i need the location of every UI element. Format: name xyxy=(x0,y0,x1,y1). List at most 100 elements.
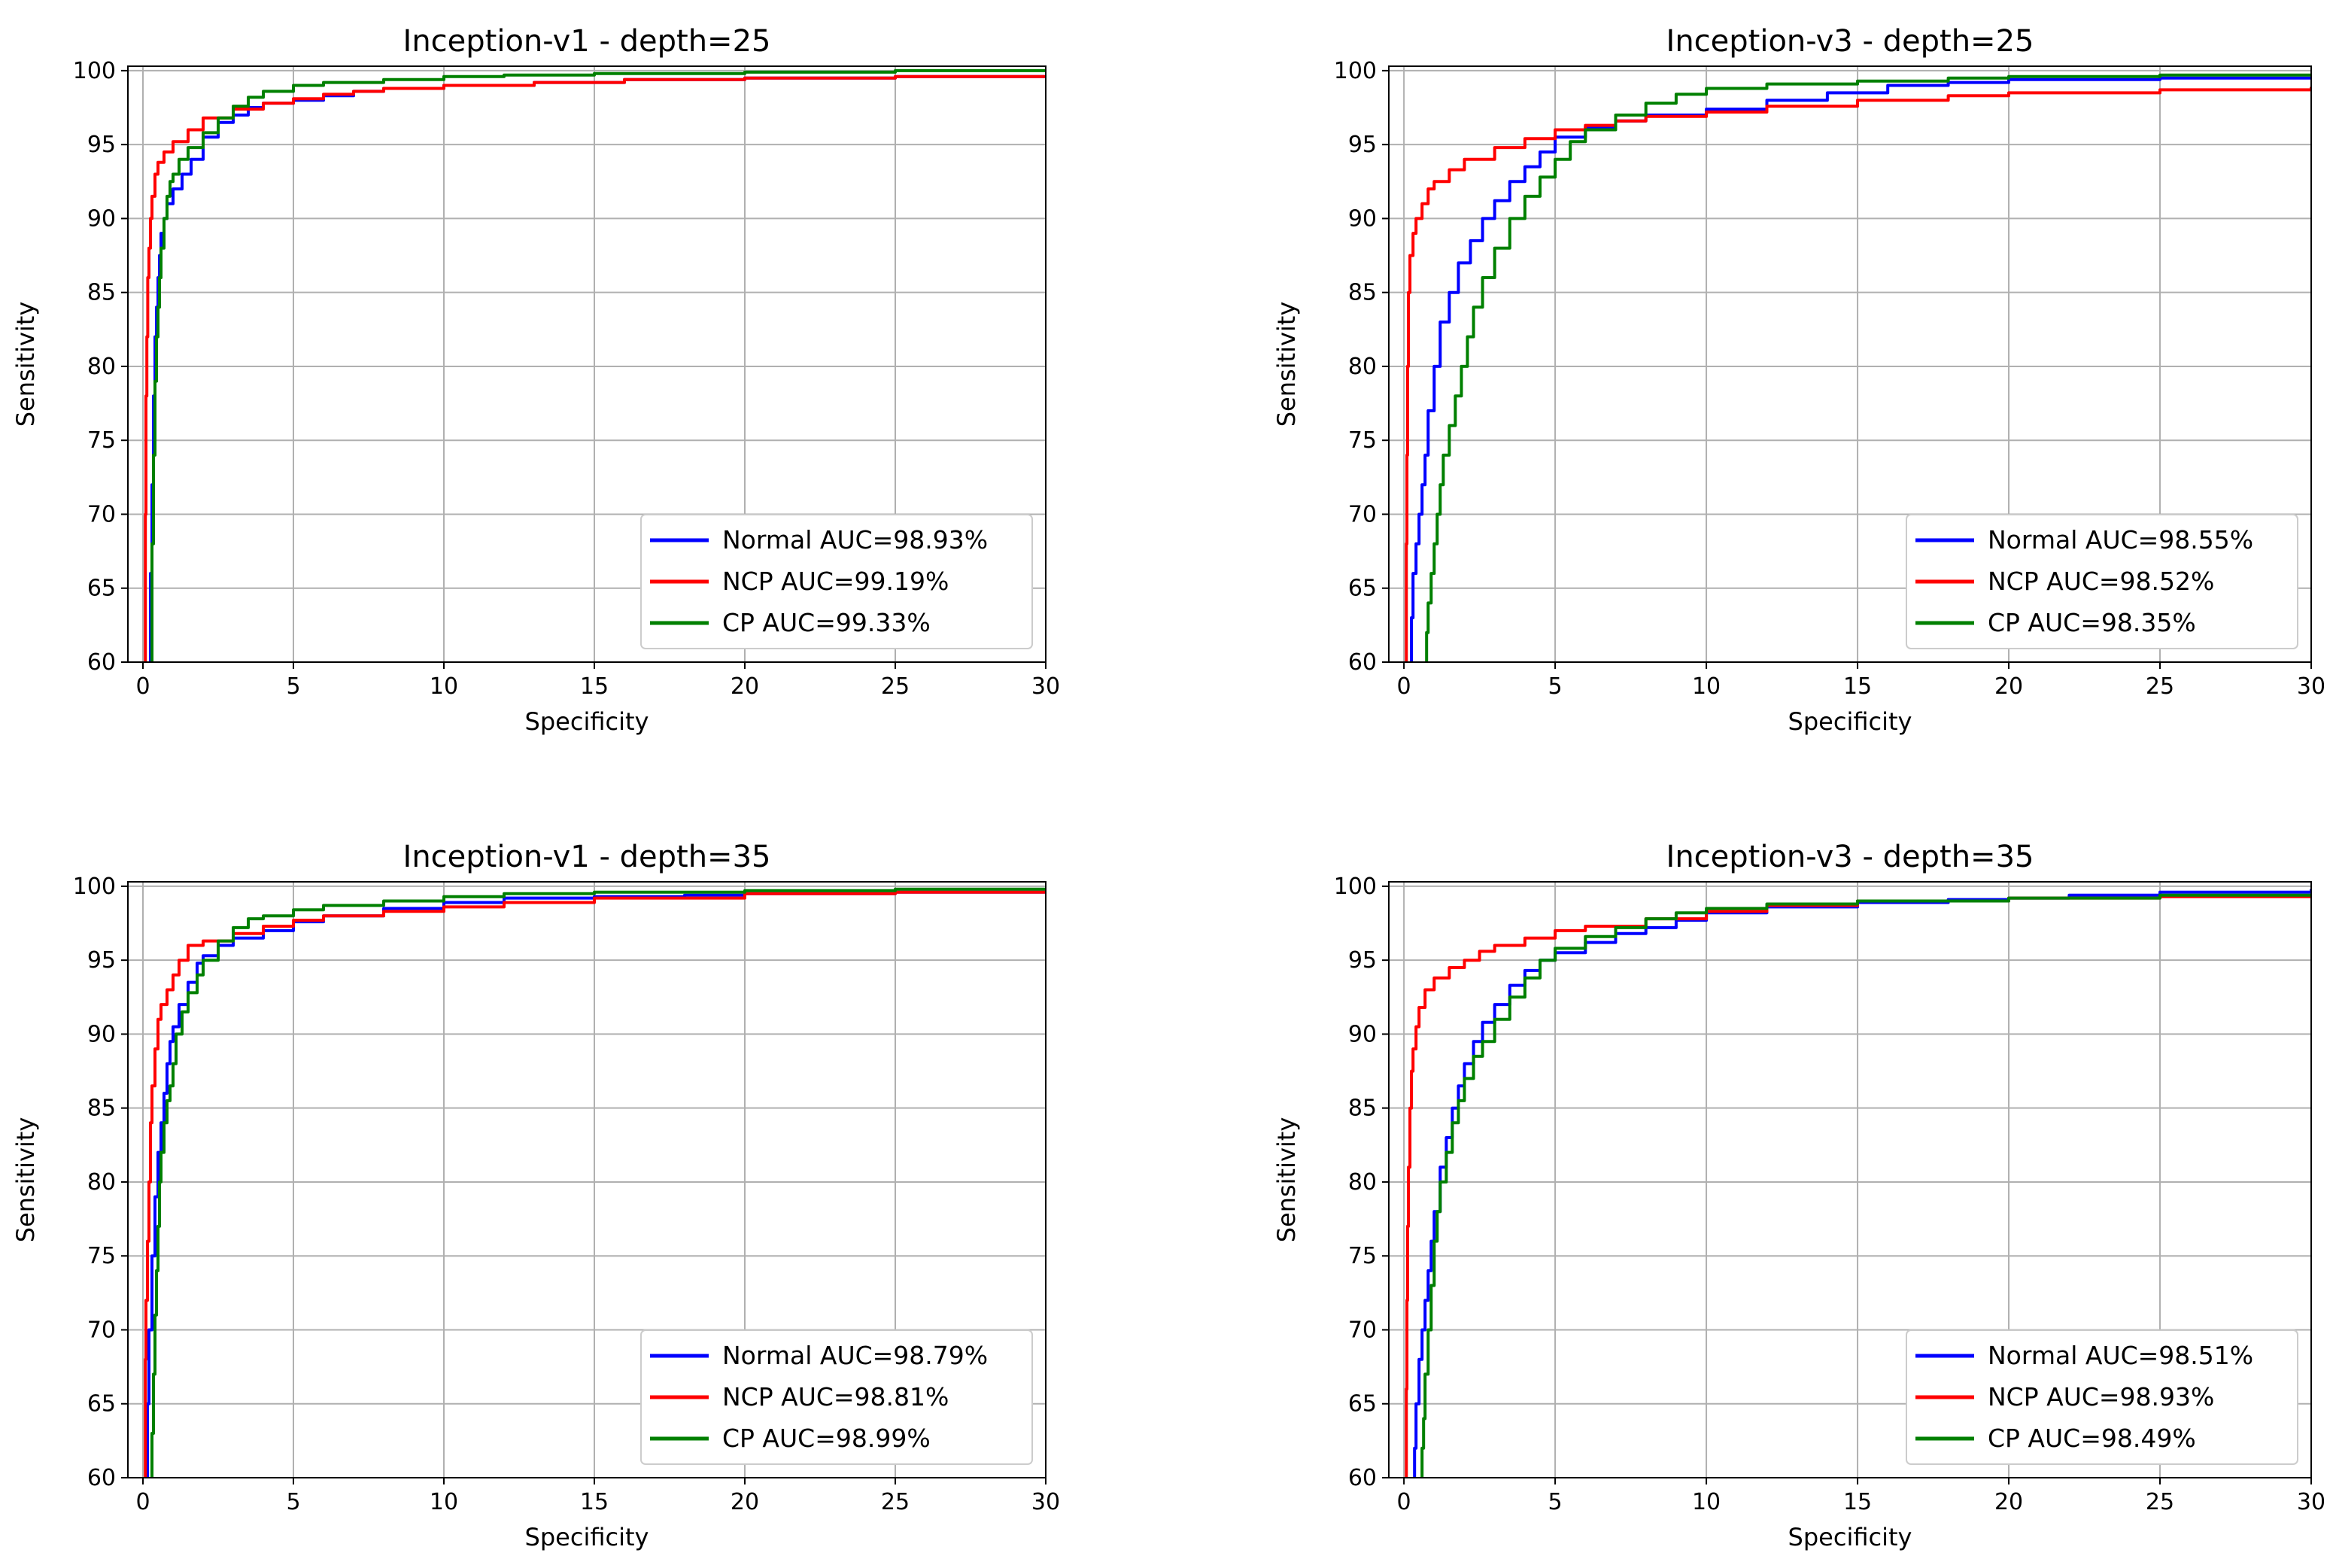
x-tick-label: 5 xyxy=(1548,673,1563,700)
y-tick-label: 85 xyxy=(1348,1095,1377,1122)
x-tick-label: 15 xyxy=(1843,673,1872,700)
y-tick-label: 85 xyxy=(87,280,116,306)
series-line-2 xyxy=(1425,73,2311,662)
chart-title: Inception-v1 - depth=25 xyxy=(403,24,771,59)
series-line-1 xyxy=(144,890,1046,1478)
series-line-2 xyxy=(150,68,1046,662)
x-tick-label: 15 xyxy=(1843,1489,1872,1515)
y-tick-label: 75 xyxy=(1348,427,1377,454)
chart-panel-inception-v1-depth-35: 0 5 10 15 20 25 30 60 65 70 75 80 85 90 95 100 Inception… xyxy=(11,840,1060,1551)
y-tick-label: 70 xyxy=(1348,501,1377,527)
legend-box xyxy=(640,1329,1033,1465)
legend-entry: Normal AUC=98.55% xyxy=(1988,525,2253,555)
x-axis-label: Specificity xyxy=(525,1523,649,1551)
plot-area-frame xyxy=(1388,881,2312,1478)
x-tick-label: 10 xyxy=(430,673,458,700)
y-tick-label: 70 xyxy=(87,501,116,527)
x-tick-label: 5 xyxy=(1548,1489,1563,1515)
x-tick-label: 10 xyxy=(430,1489,458,1515)
chart-panel-inception-v1-depth-25: 0 5 10 15 20 25 30 60 65 70 75 80 85 90 95 100 Inception… xyxy=(11,24,1060,736)
x-axis-label: Specificity xyxy=(1788,707,1912,736)
x-tick-label: 20 xyxy=(731,1489,759,1515)
y-tick-label: 70 xyxy=(87,1317,116,1343)
legend-box xyxy=(1906,514,2298,649)
x-tick-label: 0 xyxy=(1397,673,1411,700)
chart-panel-inception-v3-depth-25: 0 5 10 15 20 25 30 60 65 70 75 80 85 90 95 100 Inception… xyxy=(1272,24,2325,736)
y-tick-label: 80 xyxy=(1348,1169,1377,1196)
y-tick-label: 75 xyxy=(87,427,116,454)
y-axis-label: Sensitivity xyxy=(11,302,40,427)
y-tick-label: 90 xyxy=(1348,205,1377,232)
x-tick-label: 0 xyxy=(1397,1489,1411,1515)
x-tick-label: 0 xyxy=(135,1489,150,1515)
y-tick-label: 65 xyxy=(1348,1391,1377,1418)
y-axis-label: Sensitivity xyxy=(1272,302,1301,427)
chart-panel-inception-v3-depth-35: 0 5 10 15 20 25 30 60 65 70 75 80 85 90 95 100 Inception… xyxy=(1272,840,2325,1551)
legend-box xyxy=(640,514,1033,649)
x-tick-label: 10 xyxy=(1692,1489,1721,1515)
series-line-1 xyxy=(144,74,1046,662)
x-tick-label: 20 xyxy=(731,673,759,700)
y-tick-label: 90 xyxy=(87,205,116,232)
y-tick-label: 95 xyxy=(1348,132,1377,158)
legend-entry: Normal AUC=98.93% xyxy=(722,525,988,555)
legend-entry: Normal AUC=98.51% xyxy=(1988,1341,2253,1370)
series-line-1 xyxy=(1405,87,2311,662)
x-tick-label: 30 xyxy=(1031,673,1060,700)
y-tick-label: 60 xyxy=(87,649,116,676)
y-tick-label: 75 xyxy=(87,1243,116,1269)
legend-entry: NCP AUC=98.93% xyxy=(1988,1382,2214,1412)
x-tick-label: 30 xyxy=(2297,673,2325,700)
x-tick-label: 5 xyxy=(286,1489,300,1515)
x-tick-label: 20 xyxy=(1994,1489,2023,1515)
x-tick-label: 15 xyxy=(580,1489,609,1515)
y-tick-label: 100 xyxy=(73,874,116,900)
y-tick-label: 100 xyxy=(73,58,116,84)
legend-entry: NCP AUC=98.52% xyxy=(1988,567,2214,596)
legend-entry: CP AUC=98.99% xyxy=(722,1424,931,1453)
x-tick-label: 5 xyxy=(286,673,300,700)
series-line-2 xyxy=(150,887,1046,1478)
legend-entry: CP AUC=98.35% xyxy=(1988,608,2196,637)
x-tick-label: 10 xyxy=(1692,673,1721,700)
y-axis-label: Sensitivity xyxy=(11,1117,40,1243)
y-tick-label: 65 xyxy=(87,576,116,602)
chart-title: Inception-v3 - depth=25 xyxy=(1666,24,2034,59)
y-tick-label: 95 xyxy=(87,947,116,974)
legend-entry: CP AUC=98.49% xyxy=(1988,1424,2196,1453)
y-tick-label: 70 xyxy=(1348,1317,1377,1343)
y-tick-label: 60 xyxy=(87,1465,116,1491)
y-tick-label: 100 xyxy=(1334,58,1377,84)
legend-entry: NCP AUC=98.81% xyxy=(722,1382,949,1412)
x-tick-label: 20 xyxy=(1994,673,2023,700)
y-axis-label: Sensitivity xyxy=(1272,1117,1301,1243)
series-line-0 xyxy=(1410,76,2311,662)
x-tick-label: 25 xyxy=(881,1489,910,1515)
x-tick-label: 25 xyxy=(2146,1489,2174,1515)
y-tick-label: 80 xyxy=(1348,354,1377,380)
y-tick-label: 90 xyxy=(1348,1021,1377,1047)
plot-area-frame xyxy=(127,881,1047,1478)
x-axis-label: Specificity xyxy=(525,707,649,736)
y-tick-label: 90 xyxy=(87,1021,116,1047)
x-tick-label: 30 xyxy=(2297,1489,2325,1515)
y-tick-label: 85 xyxy=(87,1095,116,1122)
y-tick-label: 80 xyxy=(87,1169,116,1196)
x-axis-label: Specificity xyxy=(1788,1523,1912,1551)
series-line-2 xyxy=(1420,893,2311,1478)
y-tick-label: 100 xyxy=(1334,874,1377,900)
x-tick-label: 25 xyxy=(2146,673,2174,700)
chart-title: Inception-v1 - depth=35 xyxy=(403,840,771,874)
x-tick-label: 15 xyxy=(580,673,609,700)
legend-box xyxy=(1906,1329,2298,1465)
y-tick-label: 80 xyxy=(87,354,116,380)
chart-title: Inception-v3 - depth=35 xyxy=(1666,840,2034,874)
y-tick-label: 65 xyxy=(1348,576,1377,602)
plot-area-frame xyxy=(1388,65,2312,663)
y-tick-label: 65 xyxy=(87,1391,116,1418)
legend-entry: Normal AUC=98.79% xyxy=(722,1341,988,1370)
legend-entry: NCP AUC=99.19% xyxy=(722,567,949,596)
y-tick-label: 95 xyxy=(87,132,116,158)
y-tick-label: 60 xyxy=(1348,649,1377,676)
